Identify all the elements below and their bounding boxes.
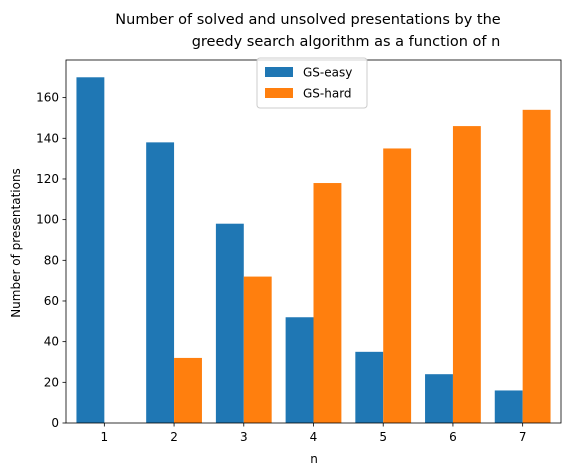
bar-gs-easy-n5	[355, 351, 384, 423]
x-tick-label: 7	[519, 430, 527, 444]
chart-title: Number of solved and unsolved presentati…	[115, 12, 500, 50]
bar-gs-easy-n3	[215, 223, 244, 423]
y-tick-label: 140	[36, 131, 59, 145]
y-tick-label: 100	[36, 213, 59, 227]
y-axis-label: Number of presentations	[9, 168, 23, 318]
x-tick-label: 4	[310, 430, 318, 444]
y-tick-label: 160	[36, 91, 59, 105]
legend-swatch-gs-easy	[265, 67, 293, 77]
legend-label-gs-easy: GS-easy	[303, 66, 352, 80]
bar-gs-easy-n7	[494, 390, 523, 423]
bar-gs-hard-n4	[313, 183, 342, 423]
x-tick-label: 6	[449, 430, 457, 444]
y-tick-label: 60	[44, 294, 59, 308]
bar-gs-easy-n6	[425, 374, 453, 423]
x-axis-label: n	[310, 452, 318, 466]
bar-gs-easy-n4	[285, 317, 314, 423]
x-tick-label: 3	[240, 430, 248, 444]
y-tick-label: 20	[44, 375, 59, 389]
bar-gs-hard-n7	[522, 109, 551, 423]
x-tick-label: 2	[170, 430, 178, 444]
bar-gs-hard-n2	[174, 357, 202, 423]
x-tick-label: 1	[101, 430, 109, 444]
chart-title-line-1: Number of solved and unsolved presentati…	[115, 12, 500, 28]
y-tick-label: 0	[51, 416, 59, 430]
bar-gs-easy-n2	[146, 142, 175, 424]
legend-label-gs-hard: GS-hard	[303, 87, 352, 101]
chart-title-line-2: greedy search algorithm as a function of…	[192, 34, 501, 50]
ticks-group: 0 20 40 60 80 100 120 140 160 1 2 3 4 5 6 7	[36, 91, 526, 444]
y-tick-label: 40	[44, 335, 59, 349]
bar-gs-hard-n3	[243, 276, 272, 423]
bar-gs-hard-n6	[452, 126, 481, 423]
x-tick-label: 5	[379, 430, 387, 444]
y-tick-label: 80	[44, 253, 59, 267]
legend-swatch-gs-hard	[265, 88, 293, 98]
bar-gs-easy-n1	[76, 77, 105, 424]
y-tick-label: 120	[36, 172, 59, 186]
bar-gs-hard-n5	[383, 148, 412, 423]
bars-group	[76, 77, 551, 424]
legend: GS-easy GS-hard	[256, 57, 368, 109]
